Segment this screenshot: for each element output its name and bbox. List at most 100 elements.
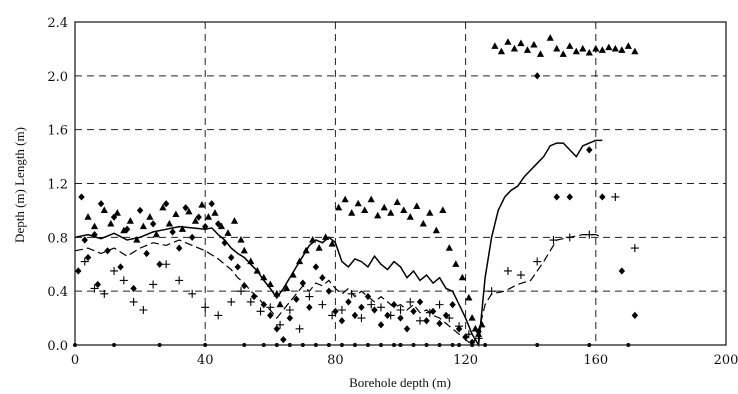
triangle-marker [579,44,587,52]
x-tick-label: 80 [327,353,344,368]
triangle-marker [247,257,255,265]
triangle-marker [452,260,460,267]
cross-marker [80,257,89,266]
triangle-marker [90,222,99,230]
triangle-marker [322,233,330,240]
cross-marker [396,306,405,315]
triangle-marker [253,266,261,274]
triangle-marker [113,209,121,216]
triangle-marker [618,46,626,53]
diamond-marker [182,204,189,212]
diamond-marker [162,200,170,208]
diamond-marker [377,321,385,329]
diamond-marker [188,233,196,241]
triangle-marker [374,211,382,219]
triangle-marker [592,44,600,52]
data-markers [73,34,639,347]
triangle-marker [302,246,310,254]
triangle-marker [348,209,356,216]
diamond-marker [423,317,430,325]
triangle-marker [419,219,427,227]
triangle-marker [276,300,284,308]
triangle-marker [309,236,317,243]
cross-marker [611,192,620,201]
triangle-marker [133,236,141,243]
triangle-marker [439,206,447,214]
cross-marker [585,230,594,239]
triangle-marker [380,203,388,211]
diamond-marker [280,336,287,344]
diamond-marker [306,303,313,311]
triangle-marker [120,226,128,234]
triangle-marker [611,44,619,52]
x-tick-label: 0 [71,353,79,368]
diamond-marker [241,282,248,290]
triangle-marker [211,209,219,216]
triangle-marker [237,236,245,243]
triangle-marker [328,240,336,247]
cross-marker [386,311,395,320]
triangle-marker [491,42,499,49]
cross-marker [474,334,483,343]
triangle-marker [387,209,395,216]
cross-marker [305,292,314,301]
triangle-marker [553,44,561,52]
diamond-marker [436,319,443,328]
cross-marker [266,303,275,312]
triangle-marker [191,217,200,224]
triangle-marker [624,42,632,49]
y-tick-label: 2.0 [47,70,68,85]
triangle-marker [523,46,532,53]
triangle-marker [198,201,206,208]
triangle-marker [159,203,167,211]
triangle-marker [631,47,639,55]
triangle-marker [458,273,466,281]
triangle-marker [152,230,160,238]
triangle-marker [84,213,92,220]
diamond-marker [475,327,482,336]
diamond-marker [260,301,267,309]
diamond-marker [84,253,92,262]
triangle-marker [468,314,476,321]
triangle-marker [230,217,239,224]
series-lines [74,139,603,348]
y-tick-label: 2.4 [47,16,68,31]
cross-marker [367,300,376,309]
cross-marker [416,316,425,325]
cross-marker [149,280,158,289]
cross-marker [237,287,246,296]
x-axis-title: Borehole depth (m) [349,375,451,390]
diamond-marker [143,249,150,258]
x-tick-label: 160 [583,353,608,368]
triangle-marker [240,246,248,254]
diamond-marker [358,303,365,311]
diamond-marker [228,253,235,262]
diamond-marker [156,260,163,268]
triangle-marker [585,48,593,56]
diamond-marker [566,193,573,201]
triangle-marker [400,206,408,214]
diamond-marker [599,193,606,201]
triangle-marker [178,225,187,232]
triangle-marker [165,219,173,227]
triangle-marker [559,50,567,57]
triangle-marker [517,39,525,47]
cross-marker [503,266,512,275]
cross-marker [90,284,99,293]
diamond-marker [338,317,346,325]
diamond-marker [75,267,82,275]
diamond-marker [221,239,228,247]
cross-marker [285,306,294,315]
cross-marker [445,314,454,323]
triangle-marker [393,198,401,205]
triangle-marker [335,203,343,211]
diamond-marker [553,193,560,201]
diamond-marker [416,298,424,306]
diamond-marker [325,287,333,295]
diamond-marker [130,284,137,293]
diamond-marker [94,280,101,289]
diamond-marker [364,292,372,301]
triangle-marker [224,229,232,236]
triangle-marker [146,213,154,220]
gridlines [75,22,726,345]
